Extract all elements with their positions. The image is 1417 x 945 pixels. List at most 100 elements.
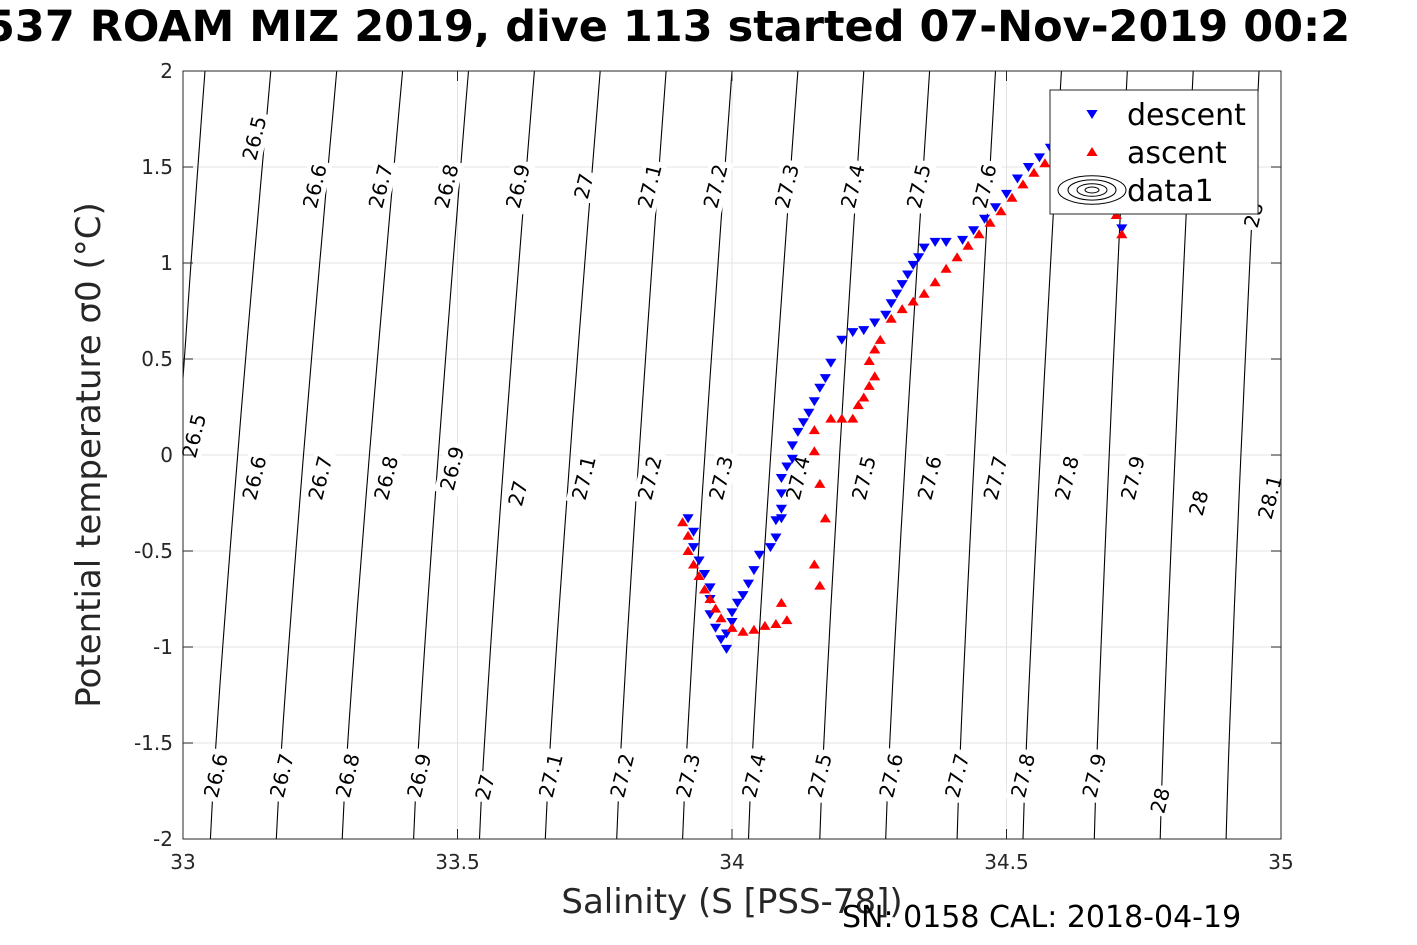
- contour-label: 27.9: [1076, 747, 1113, 804]
- descent-point: [792, 427, 804, 437]
- contour-label: 27.9: [1114, 449, 1151, 507]
- contour-label-background: [176, 407, 212, 464]
- ascent-point: [748, 624, 760, 634]
- descent-point: [715, 635, 727, 645]
- descent-point: [808, 397, 820, 407]
- ascent-point: [687, 559, 700, 569]
- x-tick-label: 33: [170, 850, 195, 874]
- contour-label-text: 27.2: [605, 751, 639, 800]
- contour-label-text: 26.9: [435, 444, 469, 493]
- contour-label-background: [1183, 485, 1214, 521]
- ascent-point: [693, 571, 705, 581]
- descent-point: [753, 550, 766, 560]
- descent-point: [978, 214, 991, 224]
- contour-label: 28: [1144, 783, 1176, 819]
- ascent-point: [808, 425, 820, 435]
- contour-label-text: 27.4: [836, 162, 870, 211]
- ascent-point: [907, 296, 919, 306]
- serial-calibration-footer: SN: 0158 CAL: 2018-04-19: [842, 900, 1242, 935]
- contour-label-background: [604, 747, 641, 804]
- contour-label: 26.6: [197, 747, 234, 804]
- contour-label: 27.3: [703, 449, 739, 507]
- descent-point: [731, 598, 744, 608]
- contour-label-background: [499, 158, 536, 215]
- ascent-point: [1110, 210, 1122, 220]
- contour-label-text: 27.5: [847, 453, 881, 502]
- x-tick-label: 34.5: [984, 850, 1029, 874]
- contour-label-text: 27: [503, 478, 532, 509]
- contour-label-background: [736, 747, 772, 804]
- contour-label: 27.6: [873, 747, 910, 804]
- contour-label-text: 28: [1184, 488, 1213, 519]
- y-tick-label: 0: [160, 443, 173, 467]
- contour-label-text: 26.5: [237, 114, 271, 163]
- y-tick-label: 1.5: [141, 155, 173, 179]
- ascent-point: [874, 334, 886, 344]
- contour-label: 27.5: [801, 747, 838, 804]
- ascent-point: [836, 413, 848, 423]
- contour-label-background: [873, 747, 910, 804]
- y-tick-label: -1.5: [134, 731, 173, 755]
- ascent-point: [709, 603, 722, 613]
- contour-label-background: [703, 449, 739, 507]
- descent-point: [885, 299, 897, 309]
- contour-label-background: [1114, 449, 1151, 507]
- isopycnal-line: [341, 71, 404, 839]
- contour-label-background: [434, 440, 470, 497]
- contour-label: 27: [568, 168, 600, 204]
- contour-label-background: [1005, 747, 1041, 804]
- contour-label-background: [236, 449, 273, 507]
- contour-label-text: 27.2: [633, 453, 667, 502]
- ascent-point: [726, 622, 738, 632]
- contour-label-background: [329, 747, 366, 804]
- contour-label-background: [670, 747, 707, 804]
- x-tick-label: 35: [1268, 850, 1293, 874]
- descent-point: [786, 441, 798, 451]
- contour-label-background: [197, 747, 234, 804]
- legend-descent-label: descent: [1127, 98, 1246, 133]
- ascent-point: [847, 413, 859, 423]
- descent-point: [847, 328, 859, 338]
- legend-contour-icon: [1084, 186, 1100, 194]
- contour-label: 26.8: [329, 747, 366, 804]
- descent-point: [726, 608, 738, 618]
- ascent-point: [770, 619, 782, 629]
- ascent-point: [973, 229, 985, 239]
- descent-point: [797, 418, 809, 428]
- descent-point: [929, 237, 941, 247]
- contour-label-text: 28: [1145, 785, 1174, 816]
- ascent-point: [885, 313, 897, 323]
- isopycnal-line: [275, 71, 338, 839]
- contour-label-text: 27.8: [1006, 751, 1040, 800]
- descent-point: [891, 289, 903, 299]
- contour-label-text: 27: [569, 171, 598, 202]
- ascent-point: [1028, 167, 1040, 177]
- ascent-point: [951, 252, 963, 262]
- contour-label-background: [1144, 783, 1176, 819]
- ascent-point: [737, 626, 749, 636]
- contour-label-text: 27.8: [1050, 453, 1084, 502]
- contour-label-text: 27.1: [534, 751, 568, 800]
- ascent-point: [819, 513, 831, 523]
- contour-label-text: 27.9: [1116, 453, 1150, 502]
- ascent-point: [852, 400, 864, 410]
- contour-label: 27.8: [1005, 747, 1041, 804]
- legend-contour-icon: [1076, 183, 1108, 197]
- contour-label-background: [977, 449, 1014, 507]
- descent-point: [957, 235, 969, 245]
- contour-label: 26.8: [368, 449, 405, 507]
- contour-label-background: [469, 769, 501, 805]
- ascent-point: [682, 530, 694, 540]
- contour-label-background: [565, 449, 602, 507]
- descent-point: [682, 514, 694, 524]
- contour-label-background: [532, 747, 569, 804]
- contour-label-background: [631, 449, 668, 507]
- contour-label-background: [568, 168, 600, 204]
- contour-label: 27.4: [736, 747, 772, 804]
- contour-label-background: [911, 449, 948, 507]
- contour-label: 27.6: [911, 449, 948, 507]
- contour-label-background: [697, 158, 734, 215]
- contour-label: 27.7: [939, 747, 976, 804]
- ascent-point: [1116, 229, 1128, 239]
- contour-label-background: [801, 747, 838, 804]
